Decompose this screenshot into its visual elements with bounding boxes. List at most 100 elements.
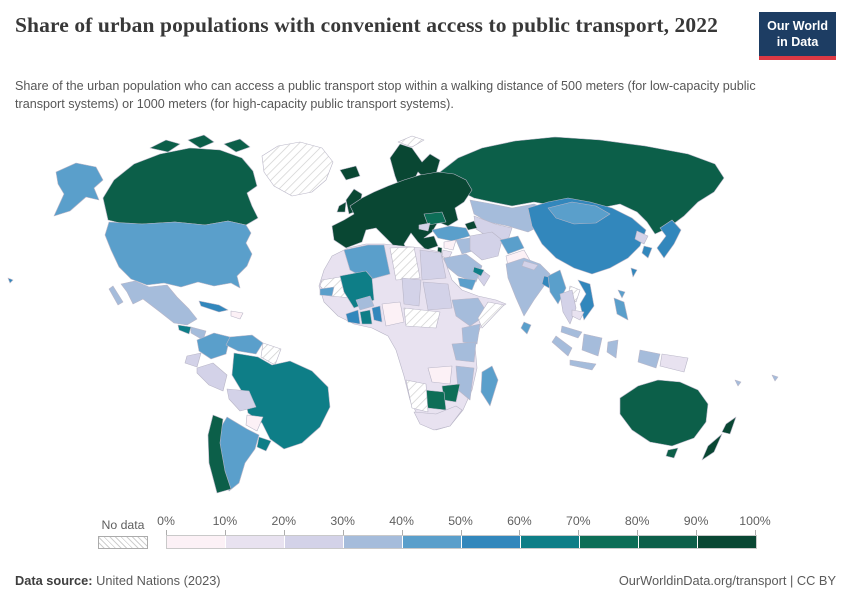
- map-region-united-states[interactable]: United States: 40-50%: [104, 220, 253, 289]
- map-region-taiwan[interactable]: Taiwan: 50-60%: [630, 267, 638, 278]
- legend-tick-label: 30%: [330, 514, 355, 528]
- legend-bin-10-20%[interactable]: [225, 536, 284, 548]
- map-region-vietnam[interactable]: Vietnam: 50-60%: [577, 279, 595, 321]
- map-region-greenland[interactable]: Greenland: No data: [261, 141, 334, 197]
- legend-bin-90-100%[interactable]: [697, 536, 756, 548]
- legend-tick: [342, 530, 344, 535]
- map-region-bolivia[interactable]: Bolivia: 20-30%: [226, 388, 257, 412]
- map-region-malaysia[interactable]: Malaysia: 30-40%: [560, 325, 583, 339]
- credit-link[interactable]: OurWorldinData.org/transport | CC BY: [618, 573, 836, 588]
- map-region-nepal[interactable]: Nepal: 20-30%: [521, 260, 539, 271]
- map-region-libya[interactable]: Libya: No data: [389, 246, 421, 281]
- legend-no-data: No data: [98, 518, 148, 549]
- map-region-nigeria[interactable]: Nigeria: 0-10%: [381, 301, 405, 327]
- legend-tick-label: 50%: [448, 514, 473, 528]
- map-region-syria[interactable]: Syria: 0-10%: [443, 239, 457, 251]
- legend-bin-70-80%[interactable]: [579, 536, 638, 548]
- map-region-venezuela[interactable]: Venezuela: 40-50%: [225, 334, 264, 355]
- map-region-north-korea[interactable]: North Korea: 20-30%: [634, 230, 649, 245]
- legend-bin-20-30%[interactable]: [284, 536, 343, 548]
- map-region-cuba[interactable]: Cuba: 50-60%: [198, 300, 229, 313]
- legend-bin-50-60%[interactable]: [461, 536, 520, 548]
- map-region-namibia[interactable]: Namibia: No data: [405, 379, 429, 413]
- map-region-hawaii[interactable]: Hawaii (United States): 50-60%: [7, 277, 14, 284]
- map-region-tanzania[interactable]: Tanzania: 30-40%: [451, 341, 477, 363]
- legend-tick-label: 90%: [683, 514, 709, 528]
- map-region-colombia[interactable]: Colombia: 40-50%: [196, 332, 231, 360]
- map-region-cambodia[interactable]: Cambodia: 10-20%: [571, 309, 585, 321]
- map-region-ecuador[interactable]: Ecuador: 20-30%: [184, 352, 202, 368]
- legend-tick: [696, 530, 698, 535]
- map-region-azerbaijan[interactable]: Azerbaijan: 90-100%: [464, 220, 478, 231]
- map-region-paraguay[interactable]: Paraguay: 0-10%: [245, 414, 264, 432]
- map-region-south-africa[interactable]: South Africa: 10-20%: [413, 405, 463, 431]
- legend-tick: [519, 530, 521, 535]
- legend-bin-30-40%[interactable]: [343, 536, 402, 548]
- map-region-kenya[interactable]: Kenya: 30-40%: [461, 323, 481, 345]
- map-region-qatar-uae[interactable]: Qatar / United Arab Emirates: 60-70%: [472, 266, 485, 277]
- legend-bin-0-10%[interactable]: [167, 536, 225, 548]
- map-region-hispaniola[interactable]: Hispaniola: 0-10%: [230, 310, 244, 320]
- map-region-mongolia[interactable]: Mongolia: 40-50%: [547, 201, 611, 225]
- legend-tick: [460, 530, 462, 535]
- map-region-sudan[interactable]: Sudan: 20-30%: [422, 281, 453, 311]
- legend-tick: [578, 530, 580, 535]
- legend-tick-labels: 0% 10% 20% 30% 40% 50% 60% 70% 80% 90% 100%: [157, 514, 771, 530]
- map-region-afghanistan[interactable]: Afghanistan: 40-50%: [499, 235, 525, 255]
- map-region-russia[interactable]: Russia: 80-90%: [439, 136, 725, 235]
- map-region-chad[interactable]: Chad: 20-30%: [401, 277, 422, 307]
- legend-bin-80-90%[interactable]: [638, 536, 697, 548]
- map-region-madagascar[interactable]: Madagascar: 40-50%: [480, 365, 499, 407]
- chart-header: Share of urban populations with convenie…: [15, 12, 836, 61]
- map-region-ivory-coast[interactable]: Côte d'Ivoire: 50-60%: [345, 309, 361, 325]
- map-region-togo-benin[interactable]: Togo / Benin: 50-60%: [371, 305, 383, 323]
- map-region-iran[interactable]: Iran: 20-30%: [469, 231, 503, 261]
- legend-bin-60-70%[interactable]: [520, 536, 579, 548]
- legend-tick: [166, 530, 167, 535]
- legend-no-data-swatch[interactable]: [98, 536, 148, 549]
- map-region-mexico[interactable]: Mexico: 30-40%: [108, 280, 198, 326]
- map-region-romania-bulgaria[interactable]: Romania: 70-80%: [423, 211, 447, 226]
- map-region-peru[interactable]: Peru: 20-30%: [196, 362, 228, 392]
- owid-logo[interactable]: Our World in Data: [759, 12, 836, 61]
- map-region-egypt[interactable]: Egypt: 20-30%: [419, 249, 447, 281]
- map-region-yemen[interactable]: Yemen: 40-50%: [457, 277, 477, 291]
- map-region-japan[interactable]: Japan: 50-60%: [656, 219, 682, 259]
- map-region-svalbard[interactable]: Svalbard: No data: [397, 135, 425, 148]
- map-region-alaska[interactable]: Alaska (United States): 40-50%: [53, 162, 104, 217]
- map-region-somalia[interactable]: Somalia: No data: [477, 301, 505, 329]
- map-region-guatemala[interactable]: Guatemala: 60-70%: [177, 324, 192, 335]
- legend-tick-label: 70%: [565, 514, 591, 528]
- map-region-south-sudan-car[interactable]: South Sudan / Central African Republic: …: [403, 307, 441, 329]
- map-region-papua-new-guinea[interactable]: Papua New Guinea: 10-20%: [659, 353, 689, 373]
- legend-tick-label: 100%: [739, 514, 771, 528]
- map-region-pacific-islands[interactable]: Pacific islands: 30-40%: [734, 374, 779, 387]
- map-region-burkina-faso[interactable]: Burkina Faso: 30-40%: [355, 295, 375, 311]
- map-region-canada[interactable]: Canada: 80-90%: [102, 134, 259, 226]
- map-region-australia[interactable]: Australia: 80-90%: [619, 379, 709, 459]
- map-region-senegal[interactable]: Senegal: 40-50%: [319, 286, 335, 297]
- map-region-balkans[interactable]: Albania / North Macedonia: 20-30%: [418, 222, 431, 232]
- map-region-europe[interactable]: Western & Central Europe: 90-100%: [331, 171, 473, 257]
- map-region-new-zealand[interactable]: New Zealand: 90-100%: [701, 416, 737, 461]
- map-region-india[interactable]: India: 30-40%: [505, 257, 551, 317]
- map-region-chile[interactable]: Chile: 80-90%: [207, 414, 232, 494]
- map-region-indonesia[interactable]: Indonesia: 30-40%: [551, 333, 661, 371]
- map-region-ireland[interactable]: Ireland: 90-100%: [336, 201, 347, 213]
- owid-logo-line2: in Data: [776, 34, 819, 49]
- map-region-mozambique[interactable]: Mozambique: 30-40%: [455, 365, 475, 401]
- legend-tick-label: 80%: [624, 514, 650, 528]
- map-region-uruguay[interactable]: Uruguay: 60-70%: [256, 436, 272, 452]
- page-title: Share of urban populations with convenie…: [15, 13, 718, 37]
- map-region-philippines[interactable]: Philippines: 40-50%: [613, 289, 629, 321]
- chart-subtitle: Share of the urban population who can ac…: [15, 79, 756, 112]
- map-region-algeria[interactable]: Algeria: 40-50%: [343, 244, 391, 281]
- map-region-iceland[interactable]: Iceland: 90-100%: [339, 165, 361, 181]
- map-region-south-korea[interactable]: South Korea: 50-60%: [641, 245, 653, 259]
- map-region-sri-lanka[interactable]: Sri Lanka: 40-50%: [520, 321, 532, 335]
- legend-bin-40-50%[interactable]: [402, 536, 461, 548]
- map-region-zambia[interactable]: Zambia: 0-10%: [427, 365, 453, 385]
- map-region-ghana[interactable]: Ghana: 60-70%: [359, 309, 373, 325]
- legend-tick-label: 40%: [389, 514, 414, 528]
